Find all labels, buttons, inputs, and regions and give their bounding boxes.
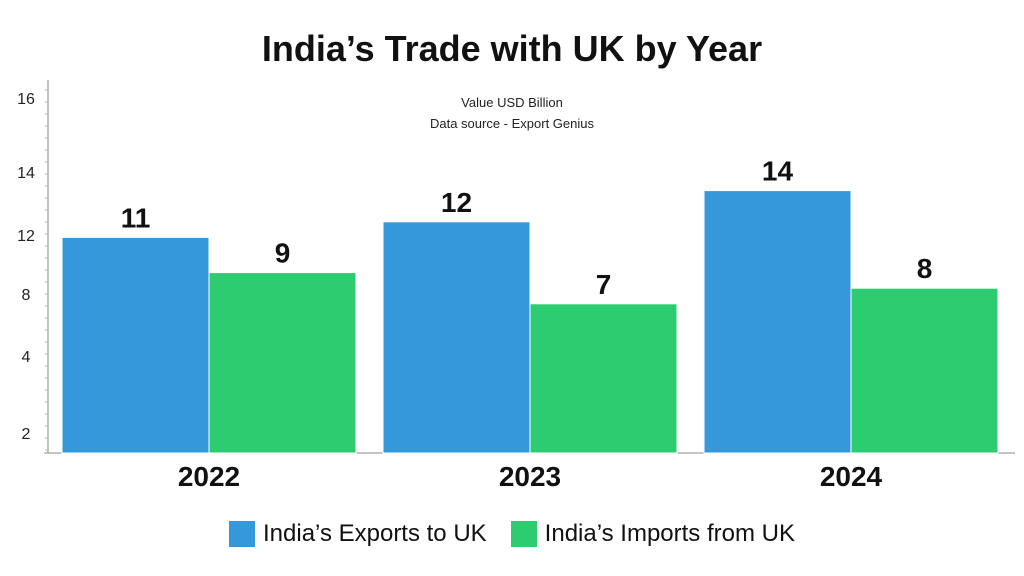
legend-item-imports: India’s Imports from UK [510, 520, 795, 548]
legend-label-exports: India’s Exports to UK [263, 520, 487, 547]
bar-imports [850, 287, 999, 454]
chart-title: India’s Trade with UK by Year [261, 28, 763, 69]
bar-value-label: 14 [762, 156, 794, 187]
legend: India’s Exports to UK India’s Imports fr… [0, 520, 1024, 548]
bar-value-label: 11 [121, 202, 151, 233]
y-tick-label: 4 [22, 349, 31, 366]
y-tick-label: 8 [22, 287, 31, 304]
x-tick-label: 2024 [820, 461, 883, 492]
x-tick-label: 2022 [178, 461, 240, 492]
legend-swatch-imports [510, 521, 537, 547]
chart-subtitle-line: Value USD Billion [461, 95, 563, 110]
legend-item-exports: India’s Exports to UK [229, 520, 487, 548]
bar-imports [529, 303, 678, 454]
bar-value-label: 12 [441, 187, 472, 218]
bar-value-label: 7 [596, 269, 612, 300]
bar-value-label: 9 [275, 238, 291, 269]
legend-label-imports: India’s Imports from UK [544, 520, 795, 547]
chart-subtitle-line: Data source - Export Genius [430, 116, 595, 131]
y-tick-label: 14 [17, 165, 35, 182]
x-tick-label: 2023 [499, 461, 561, 492]
y-tick-label: 12 [17, 228, 35, 245]
bar-exports [382, 221, 531, 454]
bar-imports [208, 272, 357, 454]
bar-value-label: 8 [917, 253, 933, 284]
bar-exports [703, 190, 852, 454]
y-tick-label: 2 [22, 426, 31, 443]
y-tick-label: 16 [17, 91, 35, 108]
legend-swatch-exports [229, 521, 255, 547]
bar-exports [61, 236, 210, 454]
